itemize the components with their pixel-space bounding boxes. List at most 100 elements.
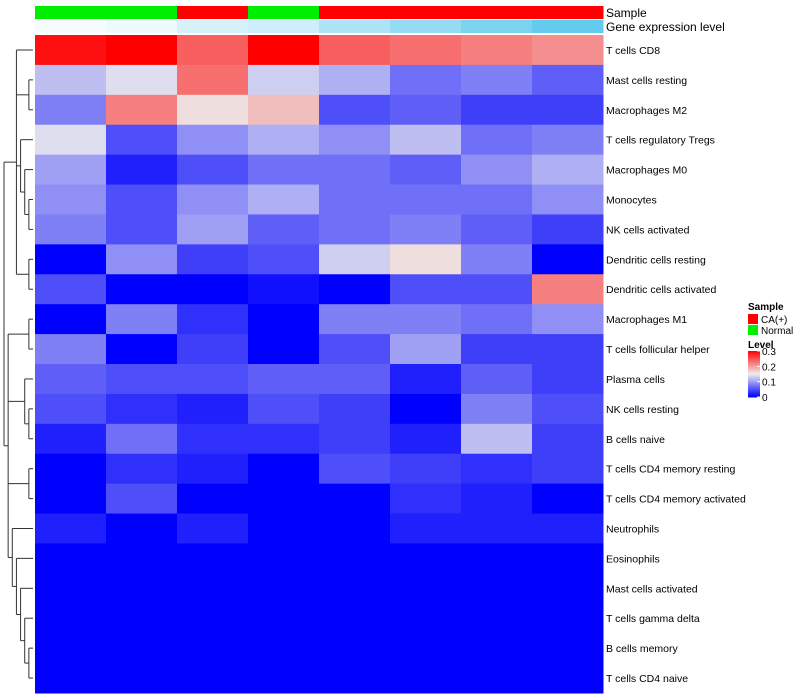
heatmap-cell [390, 603, 462, 634]
heatmap-cell [390, 334, 462, 365]
heatmap-cell [532, 35, 604, 66]
heatmap-cell [177, 663, 249, 694]
gene-expression-annotation-cell [390, 20, 462, 33]
heatmap-cell [35, 274, 107, 305]
heatmap-cell [106, 663, 178, 694]
heatmap-cell [248, 633, 320, 664]
heatmap-cell [319, 543, 391, 574]
heatmap-cell [35, 543, 107, 574]
heatmap-cell [461, 64, 533, 96]
legend-gradient-step [748, 377, 760, 380]
heatmap-cell [35, 603, 107, 634]
heatmap-cell [177, 244, 249, 275]
row-label: Eosinophils [606, 553, 660, 565]
heatmap-cell [461, 124, 533, 156]
legend-gradient-step [748, 388, 760, 391]
legend-gradient-step [748, 370, 760, 373]
heatmap-cell [35, 154, 107, 186]
heatmap-cell [177, 154, 249, 186]
heatmap-cell [177, 364, 249, 395]
heatmap-cell [177, 35, 249, 66]
heatmap-cell [106, 423, 178, 455]
heatmap-cell [177, 633, 249, 664]
legend-tick-label: 0.3 [762, 347, 776, 358]
heatmap-cell [248, 184, 320, 215]
row-label: T cells follicular helper [606, 344, 710, 356]
heatmap-cell [532, 184, 604, 215]
heatmap-cell [532, 364, 604, 395]
heatmap-cell [390, 573, 462, 604]
legend-gradient-step [748, 351, 760, 353]
heatmap-cell [461, 453, 533, 485]
heatmap-cell [461, 35, 533, 66]
legend-level-title: Level [748, 340, 774, 351]
heatmap-cell [35, 573, 107, 604]
legend-gradient-step [748, 357, 760, 360]
heatmap-cell [248, 154, 320, 186]
row-label: Neutrophils [606, 524, 659, 536]
heatmap-cell [106, 543, 178, 574]
sample-annotation-cell [390, 6, 462, 19]
heatmap-cell [106, 244, 178, 275]
heatmap-cell [532, 543, 604, 574]
legend-gradient-step [748, 363, 760, 366]
heatmap-cell [461, 94, 533, 126]
legend-tick-label: 0.1 [762, 378, 776, 389]
heatmap-cell [35, 393, 107, 425]
row-label: B cells memory [606, 643, 679, 655]
heatmap-cell [319, 184, 391, 215]
heatmap-cell [106, 513, 178, 544]
sample-annotation-cell [319, 6, 391, 19]
heatmap-cell [35, 334, 107, 365]
heatmap-cell [106, 603, 178, 634]
heatmap-cell [248, 543, 320, 574]
heatmap-cell [390, 274, 462, 305]
legend-gradient-step [748, 375, 760, 377]
heatmap-cell [248, 334, 320, 365]
heatmap-cell [319, 453, 391, 485]
heatmap-cell [461, 573, 533, 604]
heatmap-cell [319, 334, 391, 365]
heatmap-cell [35, 214, 107, 245]
heatmap-cell [35, 483, 107, 515]
heatmap-cell [532, 603, 604, 634]
row-label: Mast cells activated [606, 583, 698, 595]
heatmap-cell [532, 154, 604, 186]
heatmap-cell [106, 94, 178, 126]
row-label: Mast cells resting [606, 75, 687, 87]
sample-annotation-cell [177, 6, 249, 19]
heatmap-cell [177, 214, 249, 245]
row-labels: T cells CD8 Mast cells resting Macrophages… [606, 45, 746, 685]
legend-gradient-step [748, 353, 760, 355]
heatmap-cell [390, 663, 462, 694]
heatmap-cell [248, 35, 320, 66]
heatmap-cell [532, 214, 604, 245]
legend-gradient-step [748, 378, 760, 381]
heatmap-cell [532, 304, 604, 335]
heatmap-cell [461, 393, 533, 425]
heatmap-cell [35, 35, 107, 66]
legend-gradient-step [748, 382, 760, 384]
heatmap-cell [390, 94, 462, 126]
heatmap-cell [319, 274, 391, 305]
legend-gradient-step [748, 380, 760, 383]
heatmap-cell [106, 304, 178, 335]
sample-annotation-label: Sample [606, 6, 647, 20]
heatmap-cell [461, 334, 533, 365]
heatmap-cell [106, 633, 178, 664]
heatmap-cell [532, 244, 604, 275]
heatmap-cell [319, 483, 391, 515]
heatmap-cell [177, 184, 249, 215]
legend-gradient-step [748, 383, 760, 385]
legend-gradient-step [748, 394, 760, 397]
row-label: Plasma cells [606, 374, 665, 386]
heatmap-cell [319, 633, 391, 664]
row-label: B cells naive [606, 434, 665, 446]
heatmap-cell [177, 64, 249, 96]
sample-annotation-cell [248, 6, 320, 19]
heatmap-cell [532, 274, 604, 305]
heatmap-cell [319, 573, 391, 604]
heatmap-cell [390, 64, 462, 96]
